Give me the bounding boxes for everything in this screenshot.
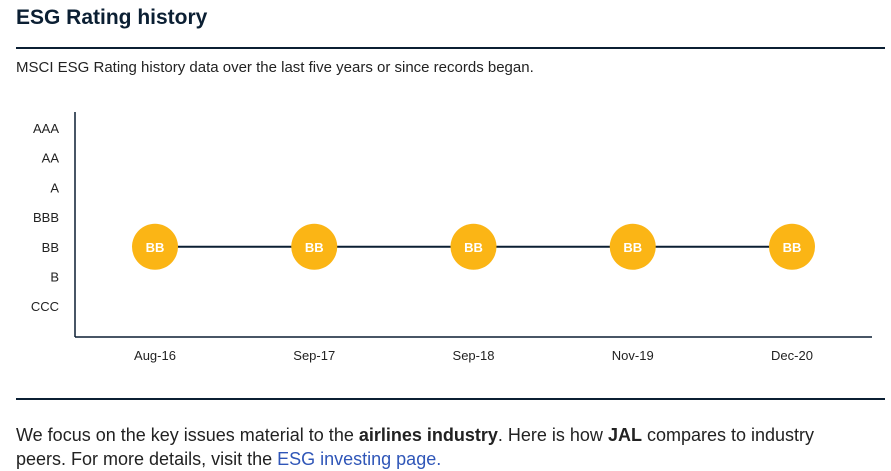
footer-text-part-1: We focus on the key issues material to t… [16, 425, 359, 445]
y-tick-label: A [50, 180, 59, 195]
y-tick-label: B [50, 270, 59, 285]
x-tick-label: Sep-18 [453, 348, 495, 363]
y-tick-label: AAA [33, 121, 59, 136]
header-divider [16, 47, 885, 49]
rating-point-label: BB [783, 240, 802, 255]
rating-point-label: BB [305, 240, 324, 255]
x-tick-label: Dec-20 [771, 348, 813, 363]
rating-point [609, 223, 656, 270]
footer-text-part-2: . Here is how [497, 425, 608, 445]
y-tick-label: CCC [31, 299, 59, 314]
industry-name: airlines industry [358, 425, 498, 445]
rating-point-label: BB [146, 240, 165, 255]
rating-point [450, 223, 497, 270]
chart-description: MSCI ESG Rating history data over the la… [16, 59, 534, 76]
footer-text-part-3: compares to industry peers. For more det… [16, 425, 815, 469]
rating-point-label: BB [464, 240, 483, 255]
rating-point [291, 223, 338, 270]
x-tick-label: Sep-17 [293, 348, 335, 363]
x-tick-label: Aug-16 [134, 348, 176, 363]
y-tick-label: AA [42, 151, 60, 166]
rating-point-label: BB [623, 240, 642, 255]
page-title: ESG Rating history [16, 6, 208, 29]
esg-investing-link[interactable]: ESG investing page. [277, 449, 442, 469]
company-name: JAL [607, 425, 642, 445]
footer-divider [16, 398, 885, 400]
peer-comparison-text: We focus on the key issues material to t… [16, 423, 866, 471]
rating-point [132, 223, 178, 270]
x-tick-label: Nov-19 [612, 348, 654, 363]
y-tick-label: BB [42, 240, 59, 255]
y-tick-label: BBB [33, 210, 59, 225]
rating-point [769, 223, 815, 270]
